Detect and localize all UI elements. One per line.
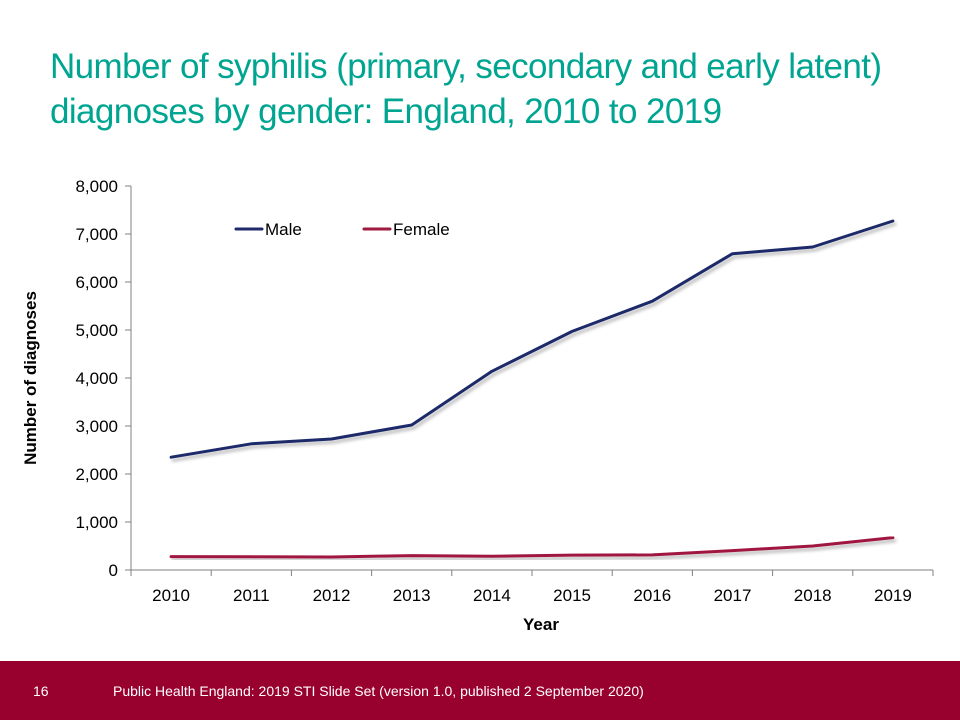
y-tick-label: 1,000: [75, 513, 118, 532]
x-tick-label: 2011: [233, 586, 270, 605]
slide-title: Number of syphilis (primary, secondary a…: [50, 47, 882, 131]
footer-source-text: Public Health England: 2019 STI Slide Se…: [113, 683, 644, 699]
x-axis-title: Year: [523, 615, 559, 634]
x-tick-label: 2019: [874, 586, 912, 605]
x-tick-label: 2016: [633, 586, 671, 605]
syphilis-line-chart: 0 1,000 2,000 3,000 4,000 5,000 6,000 7,000 8,00…: [21, 177, 934, 634]
slide-number: 16: [33, 683, 49, 699]
y-tick-label: 3,000: [75, 417, 118, 436]
y-tick-label: 4,000: [75, 369, 118, 388]
x-tick-label: 2015: [553, 586, 591, 605]
y-tick-label: 0: [109, 561, 118, 580]
chart-series: [169, 219, 895, 559]
y-tick-label: 6,000: [75, 273, 118, 292]
x-tick-label: 2010: [152, 586, 190, 605]
x-tick-label: 2012: [313, 586, 351, 605]
series-line-male: [169, 219, 895, 459]
y-tick-labels: 0 1,000 2,000 3,000 4,000 5,000 6,000 7,000 8,00…: [75, 177, 118, 580]
y-axis-title: Number of diagnoses: [21, 291, 40, 465]
y-tick-label: 7,000: [75, 225, 118, 244]
legend-label-male: Male: [265, 220, 302, 239]
legend-label-female: Female: [393, 220, 450, 239]
y-tick-label: 2,000: [75, 465, 118, 484]
footer-bar: 16 Public Health England: 2019 STI Slide…: [0, 661, 960, 720]
series-line-female: [169, 536, 895, 559]
chart-legend: Male Female: [234, 220, 450, 239]
y-tick-label: 8,000: [75, 177, 118, 196]
y-tick-label: 5,000: [75, 321, 118, 340]
x-tick-label: 2014: [473, 586, 511, 605]
x-tick-label: 2013: [393, 586, 431, 605]
x-tick-labels: 2010 2011 2012 2013 2014 2015 2016 2017 2018 2019: [152, 586, 912, 605]
x-tick-label: 2018: [794, 586, 832, 605]
chart-axes: [125, 185, 934, 576]
x-tick-label: 2017: [714, 586, 752, 605]
